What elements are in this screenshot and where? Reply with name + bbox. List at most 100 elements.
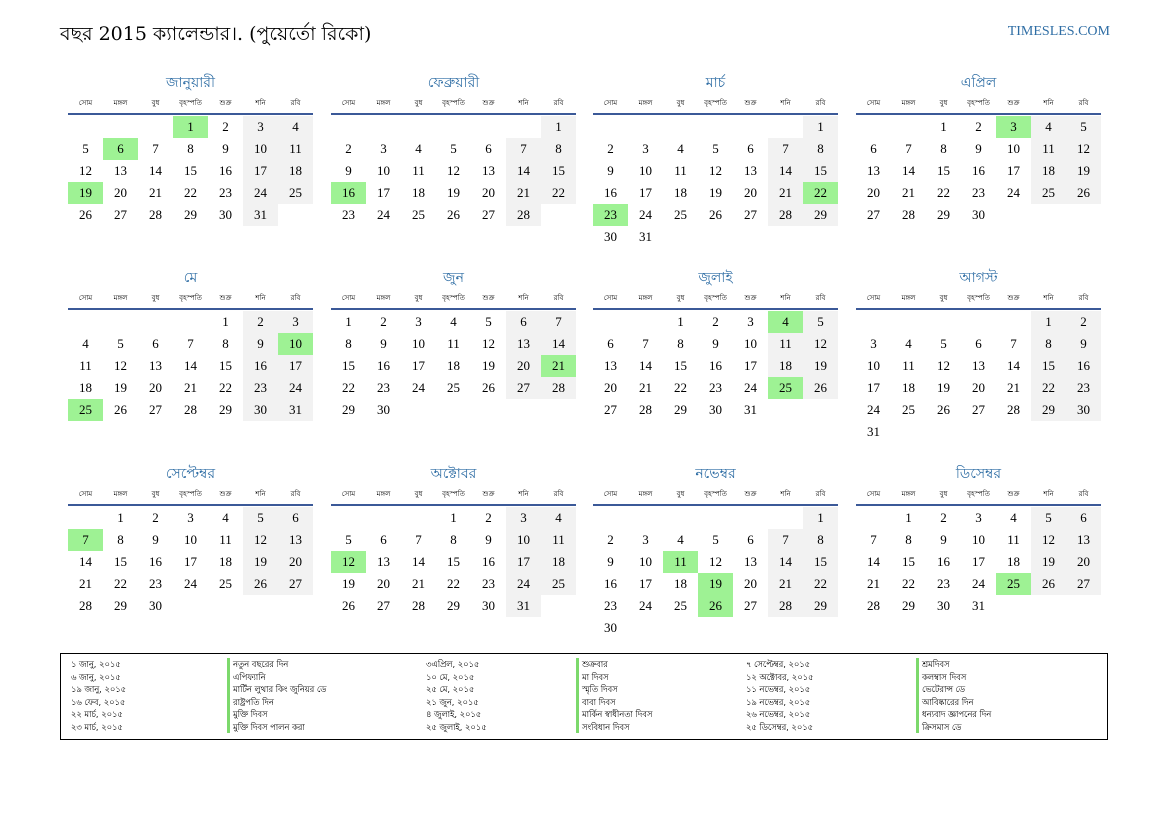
day-cell: 31	[972, 598, 985, 613]
day-cell: 27	[867, 207, 880, 222]
day-cell: 30	[243, 399, 278, 421]
day-cell: 13	[867, 163, 880, 178]
day-cell: 9	[243, 333, 278, 355]
weekday-label: মঙ্গল	[901, 490, 916, 498]
day-cell: 13	[506, 333, 541, 355]
day-cell: 22	[184, 185, 197, 200]
day-cell: 14	[184, 358, 197, 373]
day-cell: 14	[541, 333, 576, 355]
day-cell: 3	[642, 141, 649, 156]
month-name: অক্টোবর	[430, 466, 477, 482]
day-cell: 13	[972, 358, 985, 373]
weekday-header: সোম মঙ্গল বুধ বৃহস্পতি শুক্র শনি রবি	[593, 93, 838, 115]
day-cell: 14	[149, 163, 162, 178]
day-cell: 16	[377, 358, 390, 373]
day-cell: 10	[972, 532, 985, 547]
weekday-header: সোম মঙ্গল বুধ বৃহস্পতি শুক্র শনি রবি	[331, 484, 576, 506]
holiday-date: ১৯ জানু, ২০১৫	[71, 684, 127, 694]
day-cell: 4	[82, 336, 89, 351]
day-cell: 31	[867, 424, 880, 439]
holiday-date: ৩এপ্রিল, ২০১৫	[426, 659, 480, 669]
day-cell: 27	[744, 207, 757, 222]
holiday-date: ৪ জুলাই, ২০১৫	[426, 709, 482, 719]
day-cell: 21	[1007, 380, 1020, 395]
holiday-date: ১ জানু, ২০১৫	[71, 659, 121, 669]
day-cell: 6	[152, 336, 159, 351]
day-cell: 27	[377, 598, 390, 613]
day-cell: 1	[677, 314, 684, 329]
day-cell: 22	[1031, 377, 1066, 399]
day-cell: 2	[712, 314, 719, 329]
weekday-label: বুধ	[151, 99, 160, 107]
day-cell: 26	[1031, 573, 1066, 595]
day-cell: 4	[1010, 510, 1017, 525]
holiday-date: ৭ সেপ্টেম্বর, ২০১৫	[746, 659, 811, 669]
day-cell: 21	[902, 185, 915, 200]
weekday-label: মঙ্গল	[901, 294, 916, 302]
day-cell: 22	[803, 182, 838, 204]
day-cell: 28	[506, 204, 541, 226]
weekday-label: শনি	[1043, 99, 1054, 107]
weekday-label: মঙ্গল	[376, 294, 391, 302]
day-cell: 7	[152, 141, 159, 156]
weekday-label: বুধ	[414, 490, 423, 498]
day-cell: 11	[278, 138, 313, 160]
day-cell: 27	[149, 402, 162, 417]
day-cell: 18	[447, 358, 460, 373]
day-cell: 25	[674, 207, 687, 222]
holiday-date: ২৬ নভেম্বর, ২০১৫	[746, 709, 811, 719]
weekday-header: সোম মঙ্গল বুধ বৃহস্পতি শুক্র শনি রবি	[856, 484, 1101, 506]
day-cell: 24	[243, 182, 278, 204]
day-cell: 13	[149, 358, 162, 373]
day-cell: 9	[607, 554, 614, 569]
day-cell: 21	[184, 380, 197, 395]
day-cell: 5	[1066, 116, 1101, 138]
weekday-label: রবি	[815, 294, 826, 302]
day-cell: 24	[506, 573, 541, 595]
day-cell: 26	[482, 380, 495, 395]
day-cell: 29	[902, 598, 915, 613]
empty-cell	[698, 507, 733, 529]
day-cell: 25	[1031, 182, 1066, 204]
day-cell: 19	[447, 185, 460, 200]
day-cell: 7	[768, 138, 803, 160]
holiday-date: ১২ অক্টোবর, ২০১৫	[746, 671, 814, 682]
month-block: এপ্রিল সোম মঙ্গল বুধ বৃহস্পতি শুক্র শনি রবি 1 2 3 4…	[856, 73, 1101, 226]
day-cell: 14	[79, 554, 92, 569]
day-cell: 15	[803, 551, 838, 573]
weekday-label: মঙ্গল	[638, 99, 653, 107]
day-cell: 27	[114, 207, 127, 222]
day-cell: 9	[345, 163, 352, 178]
day-cell: 26	[803, 377, 838, 399]
day-cell: 17	[639, 185, 652, 200]
day-cell: 6	[1066, 507, 1101, 529]
day-cell: 1	[940, 119, 947, 134]
day-cell: 30	[219, 207, 232, 222]
day-cell: 21	[79, 576, 92, 591]
weekday-label: সোম	[78, 294, 93, 302]
day-cell: 6	[506, 311, 541, 333]
day-cell: 17	[412, 358, 425, 373]
site-link[interactable]: TIMESLES.COM	[1007, 24, 1110, 39]
day-cell: 4	[768, 311, 803, 333]
day-cell: 28	[867, 598, 880, 613]
day-cell: 7	[1010, 336, 1017, 351]
weekday-label: শনি	[255, 490, 266, 498]
day-cell: 24	[1007, 185, 1020, 200]
day-cell: 5	[712, 532, 719, 547]
day-cell: 29	[342, 402, 355, 417]
month-name: নভেম্বর	[695, 466, 736, 482]
empty-cell	[628, 507, 663, 529]
day-cell: 18	[278, 160, 313, 182]
day-cell: 2	[607, 141, 614, 156]
day-cell: 28	[412, 598, 425, 613]
day-grid: 1 2 3 4 5 6 7 8 9 10 11 12 13 14 15 16 17 18 19 20 21 22 23 24 2…	[331, 506, 576, 617]
holiday-name: মার্টিন লুথার কিং জুনিয়র ডে	[227, 683, 326, 696]
day-cell: 11	[1031, 138, 1066, 160]
day-cell: 8	[803, 138, 838, 160]
day-cell: 23	[342, 207, 355, 222]
day-cell: 21	[867, 576, 880, 591]
day-cell: 26	[243, 573, 278, 595]
month-name: মার্চ	[705, 75, 726, 91]
day-cell: 19	[1031, 551, 1066, 573]
